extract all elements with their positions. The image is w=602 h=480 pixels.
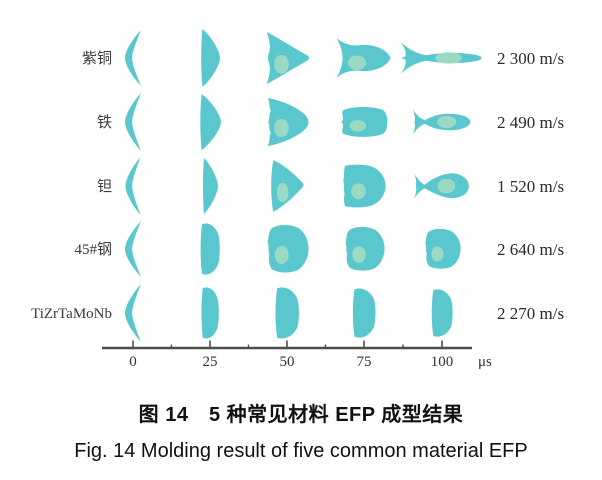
efp-shape-slug <box>343 164 386 208</box>
efp-shape-halfdisc <box>201 287 219 339</box>
efp-shape-crescent <box>125 30 141 86</box>
shape-highlight <box>437 178 456 194</box>
velocity-label: 2 490 m/s <box>497 113 564 132</box>
efp-shape-crescent <box>125 93 141 151</box>
efp-shape-arrowhead <box>266 32 309 84</box>
velocity-label: 2 640 m/s <box>497 240 564 259</box>
efp-shape-halfdisc <box>275 287 299 339</box>
axis-tick-label: 50 <box>280 354 295 370</box>
velocity-label: 2 300 m/s <box>497 49 564 68</box>
efp-shape-lens <box>201 29 220 87</box>
shape-highlight <box>274 119 289 137</box>
efp-shape-roundblob <box>267 224 309 273</box>
efp-shape-pill <box>341 107 388 137</box>
shape-highlight <box>349 120 367 132</box>
shape-highlight <box>352 246 366 263</box>
material-label: TiZrTaMoNb <box>31 306 112 322</box>
efp-shape-roundblob <box>345 226 385 271</box>
figure-caption-zh: 图 14 5 种常见材料 EFP 成型结果 <box>138 404 464 426</box>
efp-shape-halfdisc <box>200 223 220 275</box>
material-label: 紫铜 <box>82 50 112 67</box>
shape-highlight <box>435 51 462 65</box>
shape-highlight <box>351 183 366 200</box>
shape-highlight <box>431 246 444 262</box>
material-label: 45#钢 <box>74 241 112 258</box>
shape-highlight <box>276 182 289 203</box>
efp-shape-bluntarrow <box>267 98 309 146</box>
efp-shape-lens <box>200 94 221 150</box>
efp-shape-lens <box>202 158 218 214</box>
efp-shape-roundcone <box>271 160 304 212</box>
efp-shape-roundblob <box>425 228 461 269</box>
velocity-label: 2 270 m/s <box>497 304 564 323</box>
efp-shape-crescent <box>125 284 141 342</box>
figure-caption-en: Fig. 14 Molding result of five common ma… <box>74 440 528 462</box>
axis-tick-label: 0 <box>129 354 137 370</box>
shape-highlight <box>274 246 289 264</box>
efp-shape-crescent <box>125 157 141 215</box>
axis-tick-label: 25 <box>203 354 218 370</box>
shape-highlight <box>274 54 289 74</box>
material-label: 钽 <box>97 178 112 195</box>
shape-highlight <box>347 55 367 70</box>
axis-tick-label: 100 <box>431 354 454 370</box>
shape-highlight <box>437 115 457 129</box>
axis-unit-label: μs <box>478 354 492 370</box>
material-label: 铁 <box>97 114 112 131</box>
axis-tick-label: 75 <box>357 354 372 370</box>
velocity-label: 1 520 m/s <box>497 177 564 196</box>
efp-shape-crescent <box>125 221 141 277</box>
efp-shape-halfdisc <box>431 289 453 337</box>
efp-figure: 紫铜 2 300 m/s 铁 2 490 m/s 钽 1 520 m/s 45#钢 2 640… <box>31 29 564 370</box>
efp-figure-area: 紫铜 2 300 m/s 铁 2 490 m/s 钽 1 520 m/s 45#钢 2 640… <box>31 29 564 370</box>
efp-shape-halfdisc <box>352 288 376 338</box>
